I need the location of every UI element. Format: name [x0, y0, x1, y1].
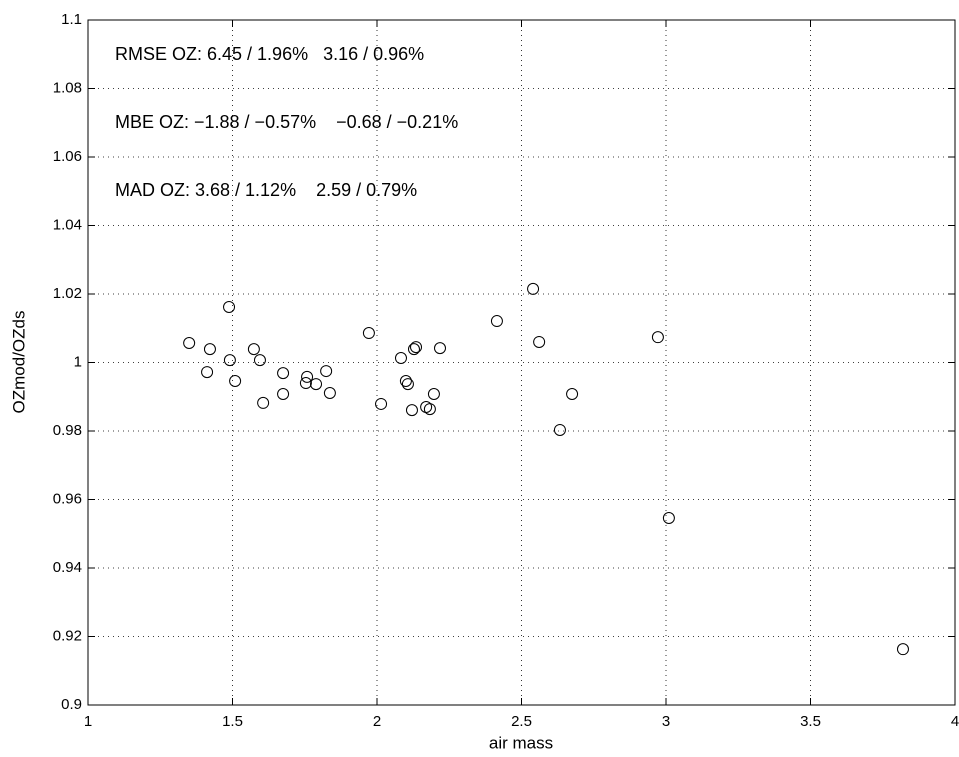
y-tick-label: 1.08 — [53, 79, 82, 96]
y-tick-label: 1.02 — [53, 285, 82, 302]
y-tick-label: 0.98 — [53, 422, 82, 439]
point — [553, 423, 566, 436]
point — [362, 327, 375, 340]
y-tick-label: 1.1 — [61, 11, 82, 28]
point — [394, 352, 407, 365]
point — [247, 343, 260, 356]
point — [896, 643, 909, 656]
point — [203, 343, 216, 356]
point — [277, 388, 290, 401]
x-tick-label: 1 — [84, 713, 92, 730]
y-tick-label: 0.96 — [53, 490, 82, 507]
point — [229, 374, 242, 387]
point — [223, 354, 236, 367]
point — [201, 366, 214, 379]
point — [375, 397, 388, 410]
y-tick-label: 1 — [74, 353, 82, 370]
point — [651, 331, 664, 344]
x-tick-label: 2.5 — [511, 713, 532, 730]
point — [253, 354, 266, 367]
x-axis-label: air mass — [489, 733, 553, 752]
point — [662, 511, 675, 524]
y-tick-label: 0.92 — [53, 627, 82, 644]
plot-frame — [87, 19, 956, 706]
point — [410, 341, 423, 354]
point — [301, 370, 314, 383]
point — [434, 342, 447, 355]
y-tick-label: 1.04 — [53, 216, 82, 233]
point — [527, 282, 540, 295]
point — [566, 388, 579, 401]
point — [310, 378, 323, 391]
x-tick-label: 2 — [373, 713, 381, 730]
x-tick-label: 3.5 — [800, 713, 821, 730]
point — [427, 388, 440, 401]
x-tick-label: 1.5 — [222, 713, 243, 730]
point — [323, 386, 336, 399]
point — [257, 396, 270, 409]
point — [490, 315, 503, 328]
y-tick-label: 0.94 — [53, 559, 82, 576]
point — [401, 378, 414, 391]
annotation: RMSE OZ: 6.45 / 1.96% 3.16 / 0.96% — [115, 44, 424, 64]
point — [299, 377, 312, 390]
point — [407, 343, 420, 356]
point — [423, 403, 436, 416]
point — [223, 301, 236, 314]
annotation: MBE OZ: −1.88 / −0.57% −0.68 / −0.21% — [115, 112, 458, 132]
x-tick-label: 3 — [662, 713, 670, 730]
point — [277, 367, 290, 380]
point — [405, 404, 418, 417]
point — [183, 336, 196, 349]
point — [320, 365, 333, 378]
x-tick-label: 4 — [951, 713, 959, 730]
point — [533, 335, 546, 348]
point — [399, 374, 412, 387]
annotation: MAD OZ: 3.68 / 1.12% 2.59 / 0.79% — [115, 180, 417, 200]
y-axis-label: OZmod/OZds — [9, 311, 28, 414]
y-tick-label: 1.06 — [53, 148, 82, 165]
y-tick-label: 0.9 — [61, 696, 82, 713]
